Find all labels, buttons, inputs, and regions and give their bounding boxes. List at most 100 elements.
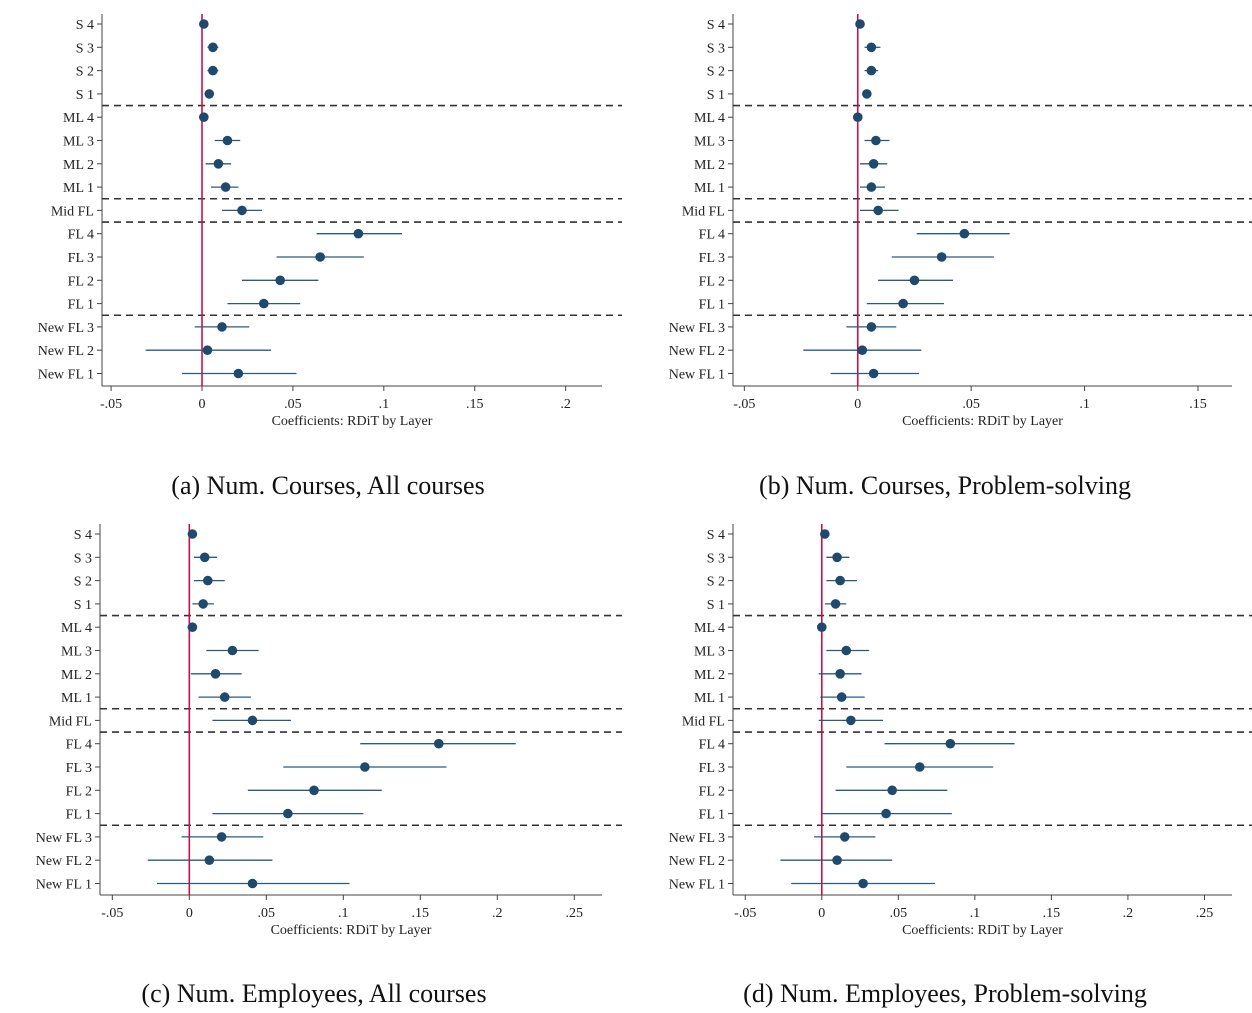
y-tick-label: New FL 2: [38, 344, 94, 359]
point-estimate: [210, 669, 221, 679]
point-estimate: [259, 298, 269, 309]
point-estimate: [247, 715, 258, 726]
x-axis-title: Coefficients: RDiT by Layer: [902, 414, 1063, 429]
point-estimate: [866, 182, 877, 192]
point-estimate: [868, 159, 879, 169]
x-tick-label: 0: [186, 906, 193, 921]
point-estimate: [855, 19, 865, 29]
y-tick-label: S 1: [707, 88, 725, 103]
point-estimate: [227, 645, 238, 656]
point-estimate: [208, 65, 218, 76]
point-estimate: [820, 529, 830, 539]
point-estimate: [187, 622, 198, 632]
x-tick-label: .15: [1043, 906, 1061, 921]
y-tick-label: New FL 1: [36, 878, 92, 893]
y-tick-label: S 2: [707, 65, 725, 80]
y-tick-label: ML 4: [694, 621, 725, 636]
x-tick-label: .2: [560, 397, 571, 412]
y-tick-label: New FL 3: [36, 831, 92, 846]
point-estimate: [217, 322, 227, 332]
point-estimate: [433, 738, 444, 749]
x-axis-title: Coefficients: RDiT by Layer: [902, 923, 1063, 938]
x-tick-label: .05: [284, 397, 302, 412]
y-tick-label: ML 3: [63, 135, 94, 150]
y-tick-label: ML 1: [694, 691, 725, 706]
y-tick-label: S 1: [707, 598, 725, 613]
y-tick-label: ML 2: [63, 158, 94, 173]
x-tick-label: .15: [466, 397, 484, 412]
y-tick-label: S 1: [76, 88, 94, 103]
point-estimate: [360, 762, 370, 772]
y-tick-label: FL 2: [699, 784, 725, 799]
point-estimate: [353, 228, 364, 239]
x-tick-label: -.05: [734, 906, 756, 921]
y-tick-label: S 4: [76, 18, 94, 33]
point-estimate: [836, 692, 847, 702]
point-estimate: [204, 89, 215, 99]
point-estimate: [871, 135, 881, 146]
chart-panel-1: S 4 S 3 S 2 S 1 ML 4 ML 3 ML 2 ML 1 Mid FL FL 4 FL…: [669, 14, 1252, 500]
y-tick-label: New FL 3: [38, 321, 94, 336]
y-tick-label: New FL 3: [669, 831, 725, 846]
y-tick-label: FL 1: [66, 808, 92, 823]
x-tick-label: .05: [890, 906, 908, 921]
y-tick-label: ML 1: [61, 691, 92, 706]
y-tick-label: New FL 1: [38, 368, 94, 383]
y-tick-label: FL 4: [699, 738, 725, 753]
y-tick-label: ML 3: [694, 135, 725, 150]
point-estimate: [866, 42, 877, 53]
y-tick-label: FL 2: [68, 274, 94, 289]
y-tick-label: FL 1: [68, 298, 94, 313]
y-tick-label: New FL 3: [669, 321, 725, 336]
y-tick-label: ML 2: [61, 668, 92, 683]
point-estimate: [222, 135, 233, 146]
x-tick-label: -.05: [101, 906, 123, 921]
y-tick-label: S 3: [76, 41, 94, 56]
y-tick-label: FL 3: [68, 251, 94, 266]
point-estimate: [945, 738, 956, 749]
point-estimate: [275, 275, 285, 286]
x-tick-label: .15: [412, 906, 430, 921]
point-estimate: [315, 252, 325, 262]
x-tick-label: .1: [970, 906, 981, 921]
point-estimate: [832, 552, 842, 563]
y-tick-label: ML 4: [61, 621, 92, 636]
point-estimate: [247, 878, 258, 889]
x-tick-label: .25: [1196, 906, 1214, 921]
y-tick-label: FL 3: [699, 251, 725, 266]
point-estimate: [881, 808, 891, 819]
y-tick-label: Mid FL: [682, 204, 725, 219]
y-tick-label: S 1: [74, 598, 92, 613]
point-estimate: [868, 368, 879, 379]
point-estimate: [832, 855, 842, 865]
x-tick-label: -.05: [100, 397, 122, 412]
y-tick-label: S 4: [707, 18, 725, 33]
y-tick-label: FL 4: [699, 228, 725, 243]
point-estimate: [841, 645, 852, 656]
x-axis-title: Coefficients: RDiT by Layer: [271, 923, 432, 938]
point-estimate: [866, 65, 877, 76]
point-estimate: [835, 669, 845, 679]
point-estimate: [216, 832, 227, 842]
point-estimate: [858, 878, 868, 889]
y-tick-label: New FL 2: [669, 344, 725, 359]
point-estimate: [187, 529, 198, 539]
y-tick-label: Mid FL: [49, 714, 92, 729]
point-estimate: [213, 159, 224, 169]
y-tick-label: FL 1: [699, 808, 725, 823]
point-estimate: [959, 228, 970, 239]
x-axis-title: Coefficients: RDiT by Layer: [272, 414, 433, 429]
y-tick-label: FL 3: [66, 761, 92, 776]
y-tick-label: FL 1: [699, 298, 725, 313]
x-tick-label: .25: [566, 906, 584, 921]
point-estimate: [816, 622, 827, 632]
y-tick-label: ML 3: [694, 645, 725, 660]
y-tick-label: S 4: [707, 528, 725, 543]
point-estimate: [866, 322, 877, 332]
x-tick-label: .05: [258, 906, 276, 921]
y-tick-label: Mid FL: [51, 204, 94, 219]
point-estimate: [862, 89, 872, 99]
y-tick-label: S 2: [76, 65, 94, 80]
point-estimate: [219, 692, 230, 702]
